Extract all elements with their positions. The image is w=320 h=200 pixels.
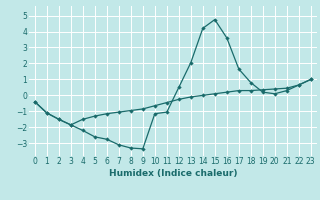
X-axis label: Humidex (Indice chaleur): Humidex (Indice chaleur) bbox=[108, 169, 237, 178]
